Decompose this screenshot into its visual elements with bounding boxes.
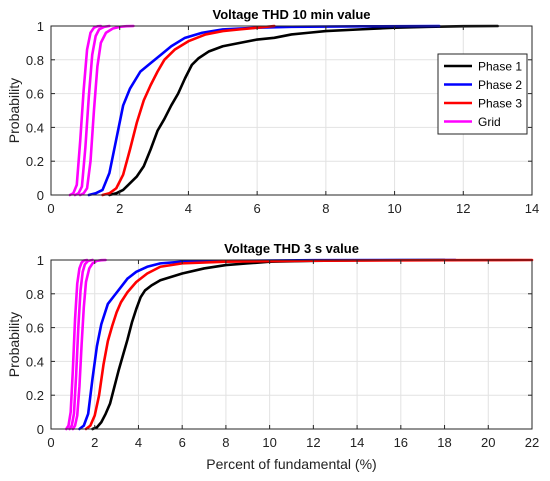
x-tick-label: 12 (456, 201, 470, 216)
y-axis-label: Probability (6, 78, 22, 143)
series-line-phase-3 (84, 258, 534, 431)
x-tick-label: 6 (254, 201, 261, 216)
series-line-grid-4 (73, 24, 111, 197)
y-tick-label: 0.2 (26, 154, 44, 169)
x-tick-label: 18 (437, 435, 451, 450)
legend-label: Phase 1 (478, 60, 522, 74)
x-tick-label: 14 (525, 201, 539, 216)
x-tick-label: 8 (322, 201, 329, 216)
x-tick-label: 2 (91, 435, 98, 450)
x-tick-label: 6 (179, 435, 186, 450)
x-tick-label: 0 (47, 435, 54, 450)
x-tick-label: 12 (306, 435, 320, 450)
y-tick-label: 0.4 (26, 120, 44, 135)
series-line-grid (65, 258, 89, 431)
chart-title: Voltage THD 3 s value (224, 241, 359, 256)
series-line-grid-5 (71, 258, 107, 431)
legend-label: Grid (478, 115, 501, 129)
series-line-grid (68, 24, 103, 197)
x-tick-label: 4 (185, 201, 192, 216)
series-line-phase-2 (78, 258, 457, 431)
legend: Phase 1 Phase 2 Phase 3 Grid (437, 53, 528, 135)
series-line-phase-1 (108, 24, 499, 197)
x-tick-label: 14 (350, 435, 364, 450)
series-line-grid-4 (68, 258, 94, 431)
x-tick-label: 4 (135, 435, 142, 450)
legend-label: Phase 2 (478, 78, 522, 92)
x-tick-label: 20 (481, 435, 495, 450)
axes-box (50, 259, 533, 430)
series-line-phase-3 (101, 24, 276, 197)
y-tick-label: 1 (37, 19, 44, 34)
axes-box (50, 25, 533, 196)
y-axis-label: Probability (6, 312, 22, 377)
chart-2: 0 2 4 6 8 10 12 14 16 18 20 22 0 0.2 0.4 0.6 0.8 1 Voltage… (6, 241, 539, 472)
legend-label: Phase 3 (478, 97, 522, 111)
x-tick-label: 10 (387, 201, 401, 216)
y-tick-label: 1 (37, 253, 44, 268)
y-tick-label: 0.2 (26, 388, 44, 403)
y-tick-label: 0.4 (26, 354, 44, 369)
y-tick-label: 0.6 (26, 87, 44, 102)
x-tick-label: 2 (116, 201, 123, 216)
chart-title: Voltage THD 10 min value (213, 7, 371, 22)
x-tick-label: 10 (262, 435, 276, 450)
chart-1: 0 2 4 6 8 10 12 14 0 0.2 0.4 0.6 0.8 1 Voltage THD 10 … (6, 7, 539, 216)
x-axis-label: Percent of fundamental (%) (206, 456, 376, 472)
y-tick-label: 0.8 (26, 53, 44, 68)
x-tick-label: 16 (394, 435, 408, 450)
x-tick-label: 0 (47, 201, 54, 216)
y-tick-label: 0.6 (26, 321, 44, 336)
series-line-grid-5 (78, 24, 135, 197)
y-tick-label: 0 (37, 422, 44, 437)
x-tick-label: 8 (222, 435, 229, 450)
x-tick-label: 22 (525, 435, 539, 450)
y-tick-label: 0 (37, 188, 44, 203)
y-tick-label: 0.8 (26, 287, 44, 302)
